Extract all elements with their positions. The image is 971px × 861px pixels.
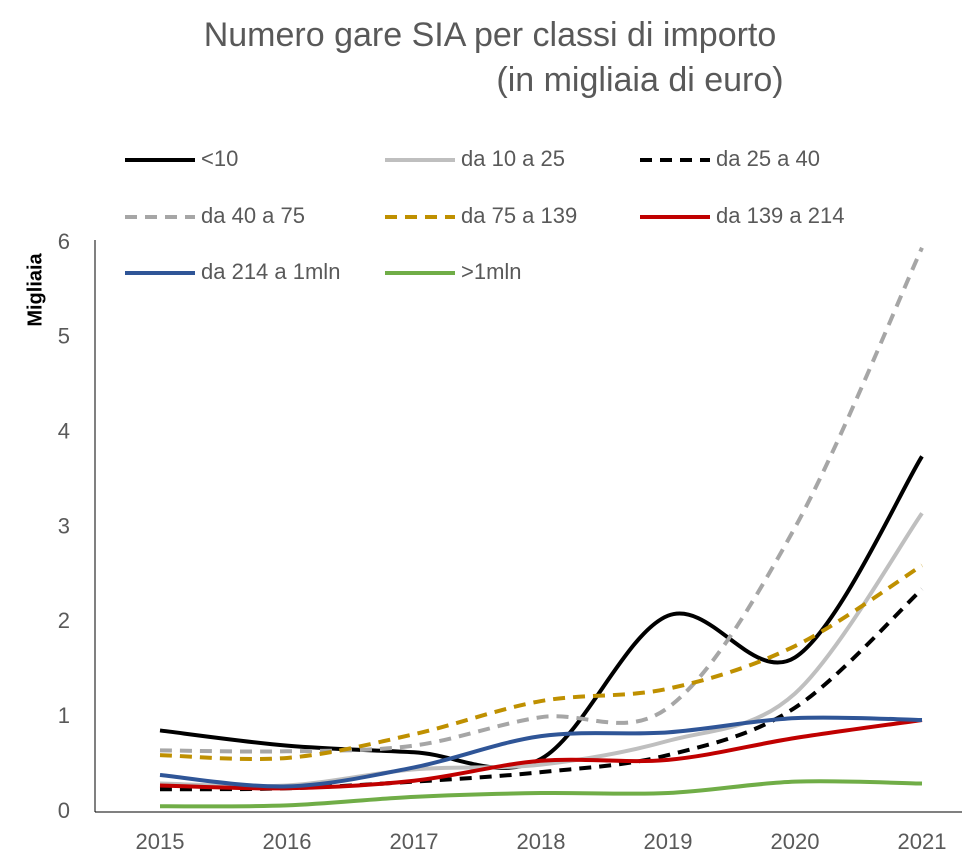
legend-label: da 25 a 40 (716, 146, 820, 171)
x-tick-label: 2020 (771, 829, 820, 854)
x-tick-label: 2015 (136, 829, 185, 854)
legend-label: da 214 a 1mln (201, 259, 340, 284)
y-tick-label: 4 (58, 418, 70, 443)
legend-label: da 40 a 75 (201, 203, 305, 228)
y-tick-label: 5 (58, 324, 70, 349)
legend-label: >1mln (461, 259, 522, 284)
x-tick-label: 2016 (263, 829, 312, 854)
x-tick-label: 2019 (644, 829, 693, 854)
series-line (159, 246, 924, 754)
x-tick-label: 2018 (517, 829, 566, 854)
chart-subtitle: (in migliaia di euro) (496, 61, 783, 99)
y-axis-label: Migliaia (24, 252, 46, 326)
legend-label: da 75 a 139 (461, 203, 577, 228)
y-tick-label: 6 (58, 229, 70, 254)
y-tick-label: 2 (58, 608, 70, 633)
series-line (159, 779, 923, 809)
legend-label: <10 (201, 146, 238, 171)
y-tick-label: 3 (58, 513, 70, 538)
y-tick-label: 1 (58, 703, 70, 728)
series-line (159, 455, 924, 770)
legend-label: da 139 a 214 (716, 203, 844, 228)
x-tick-label: 2017 (390, 829, 439, 854)
series-line (159, 715, 923, 789)
y-tick-label: 0 (58, 798, 70, 823)
x-tick-label: 2021 (898, 829, 947, 854)
chart-title: Numero gare SIA per classi di importo (204, 16, 777, 54)
series-line (159, 563, 924, 762)
legend-label: da 10 a 25 (461, 146, 565, 171)
series-line (159, 718, 923, 791)
